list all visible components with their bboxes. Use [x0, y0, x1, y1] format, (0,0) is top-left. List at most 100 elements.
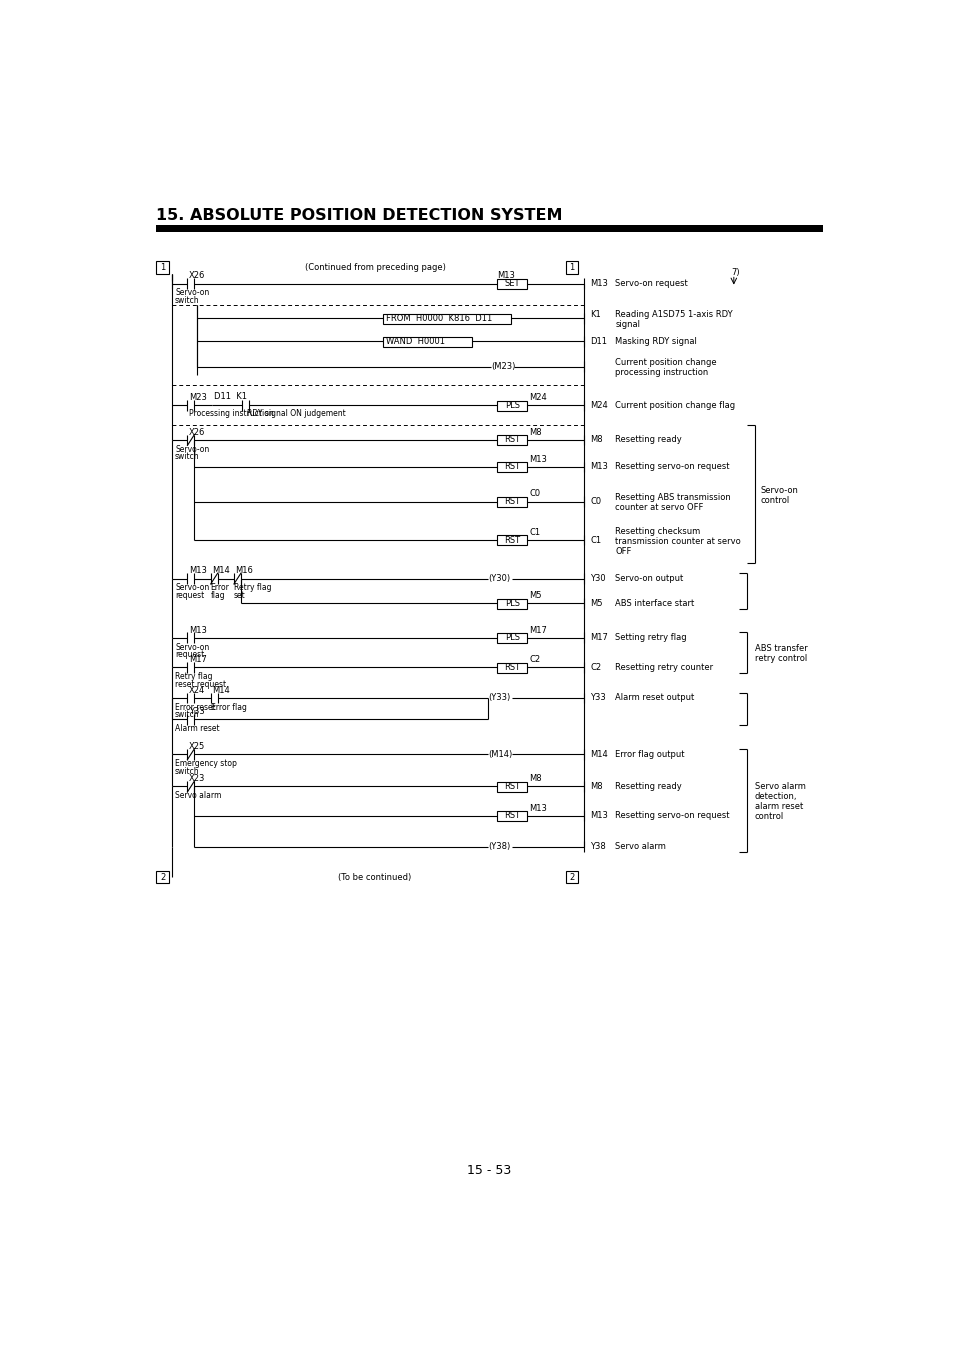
Text: Error reset: Error reset	[174, 702, 215, 711]
Text: C1: C1	[529, 528, 539, 537]
Text: RDY signal ON judgement: RDY signal ON judgement	[247, 409, 346, 418]
Text: Servo-on: Servo-on	[174, 444, 209, 454]
Text: Alarm reset output: Alarm reset output	[615, 694, 694, 702]
Text: Resetting servo-on request: Resetting servo-on request	[615, 463, 729, 471]
Text: 1: 1	[569, 263, 574, 271]
Text: D11: D11	[590, 338, 607, 346]
Text: 15 - 53: 15 - 53	[466, 1164, 511, 1177]
Text: (Y30): (Y30)	[488, 574, 510, 583]
Bar	[497, 401, 526, 410]
Text: OFF: OFF	[615, 547, 631, 556]
Text: 15. ABSOLUTE POSITION DETECTION SYSTEM: 15. ABSOLUTE POSITION DETECTION SYSTEM	[156, 208, 562, 223]
Bar	[497, 811, 526, 821]
Text: Resetting ready: Resetting ready	[615, 782, 681, 791]
Text: retry control: retry control	[754, 655, 806, 663]
Text: Servo alarm: Servo alarm	[174, 791, 221, 801]
Text: SET: SET	[504, 279, 519, 288]
Text: Alarm reset: Alarm reset	[174, 724, 219, 733]
Text: X26: X26	[189, 271, 205, 281]
Text: Error flag: Error flag	[211, 702, 246, 711]
Text: PLS: PLS	[504, 401, 519, 410]
Text: RST: RST	[503, 811, 519, 821]
Text: C0: C0	[590, 497, 601, 506]
Text: request: request	[174, 651, 204, 659]
Text: Resetting servo-on request: Resetting servo-on request	[615, 811, 729, 821]
Text: M24: M24	[529, 393, 546, 402]
Text: M14: M14	[212, 686, 230, 695]
Text: Resetting checksum: Resetting checksum	[615, 526, 700, 536]
Bar	[497, 279, 526, 289]
Text: C0: C0	[529, 489, 539, 498]
Text: Resetting retry counter: Resetting retry counter	[615, 663, 713, 671]
Text: C2: C2	[529, 655, 539, 664]
Text: transmission counter at servo: transmission counter at servo	[615, 537, 740, 547]
Bar	[497, 497, 526, 508]
Text: X24: X24	[189, 686, 205, 695]
Text: M13: M13	[529, 455, 546, 463]
Text: Y30: Y30	[590, 574, 605, 583]
Text: ABS transfer: ABS transfer	[754, 644, 806, 653]
Text: Servo alarm: Servo alarm	[615, 842, 665, 850]
Text: Setting retry flag: Setting retry flag	[615, 633, 686, 643]
Text: M13: M13	[590, 463, 608, 471]
Text: C1: C1	[590, 536, 601, 544]
Text: (M14): (M14)	[488, 749, 512, 759]
Text: FROM  H0000  K816  D11: FROM H0000 K816 D11	[385, 313, 492, 323]
Text: Retry flag: Retry flag	[233, 583, 272, 593]
Text: Y33: Y33	[189, 707, 205, 717]
Text: Servo-on: Servo-on	[174, 643, 209, 652]
Text: RST: RST	[503, 663, 519, 671]
Text: Resetting ready: Resetting ready	[615, 436, 681, 444]
Text: alarm reset: alarm reset	[754, 802, 802, 811]
Bar	[497, 633, 526, 643]
Text: 7): 7)	[731, 267, 740, 277]
Text: M8: M8	[529, 775, 541, 783]
Text: X26: X26	[189, 428, 205, 437]
Text: control: control	[754, 811, 783, 821]
Text: M17: M17	[189, 655, 207, 664]
Text: M13: M13	[189, 625, 207, 634]
Text: 1: 1	[160, 263, 165, 271]
Text: Resetting ABS transmission: Resetting ABS transmission	[615, 493, 730, 502]
Bar	[497, 598, 526, 609]
Text: (Continued from preceding page): (Continued from preceding page)	[304, 263, 445, 271]
Text: X25: X25	[189, 743, 205, 751]
Text: D11  K1: D11 K1	[213, 393, 247, 401]
Bar	[382, 313, 510, 324]
Text: M5: M5	[590, 598, 602, 608]
Text: M17: M17	[529, 625, 546, 634]
Text: Masking RDY signal: Masking RDY signal	[615, 338, 697, 346]
Text: signal: signal	[615, 320, 639, 329]
Text: Servo-on output: Servo-on output	[615, 574, 682, 583]
Text: PLS: PLS	[504, 598, 519, 608]
Text: flag: flag	[211, 591, 225, 599]
Text: M5: M5	[529, 591, 541, 599]
Text: Servo-on: Servo-on	[174, 289, 209, 297]
Text: K1: K1	[590, 310, 600, 319]
Text: M13: M13	[590, 279, 608, 288]
Text: Y33: Y33	[590, 694, 605, 702]
Text: RST: RST	[503, 463, 519, 471]
Text: RST: RST	[503, 782, 519, 791]
Bar	[156, 871, 169, 883]
Bar	[565, 262, 578, 274]
Text: control: control	[760, 495, 789, 505]
Bar	[382, 336, 472, 347]
Text: Emergency stop: Emergency stop	[174, 759, 236, 768]
Text: detection,: detection,	[754, 792, 797, 801]
Text: counter at servo OFF: counter at servo OFF	[615, 504, 703, 512]
Bar	[497, 782, 526, 792]
Text: RST: RST	[503, 497, 519, 506]
Text: C2: C2	[590, 663, 601, 671]
Text: M14: M14	[590, 749, 608, 759]
Text: M17: M17	[590, 633, 608, 643]
Text: M13: M13	[497, 271, 515, 281]
Text: request: request	[174, 591, 204, 599]
Text: switch: switch	[174, 710, 199, 720]
Bar	[497, 462, 526, 472]
Text: set: set	[233, 591, 246, 599]
Text: RST: RST	[503, 536, 519, 544]
Text: M8: M8	[590, 782, 602, 791]
Text: Current position change flag: Current position change flag	[615, 401, 735, 410]
Bar	[497, 435, 526, 446]
